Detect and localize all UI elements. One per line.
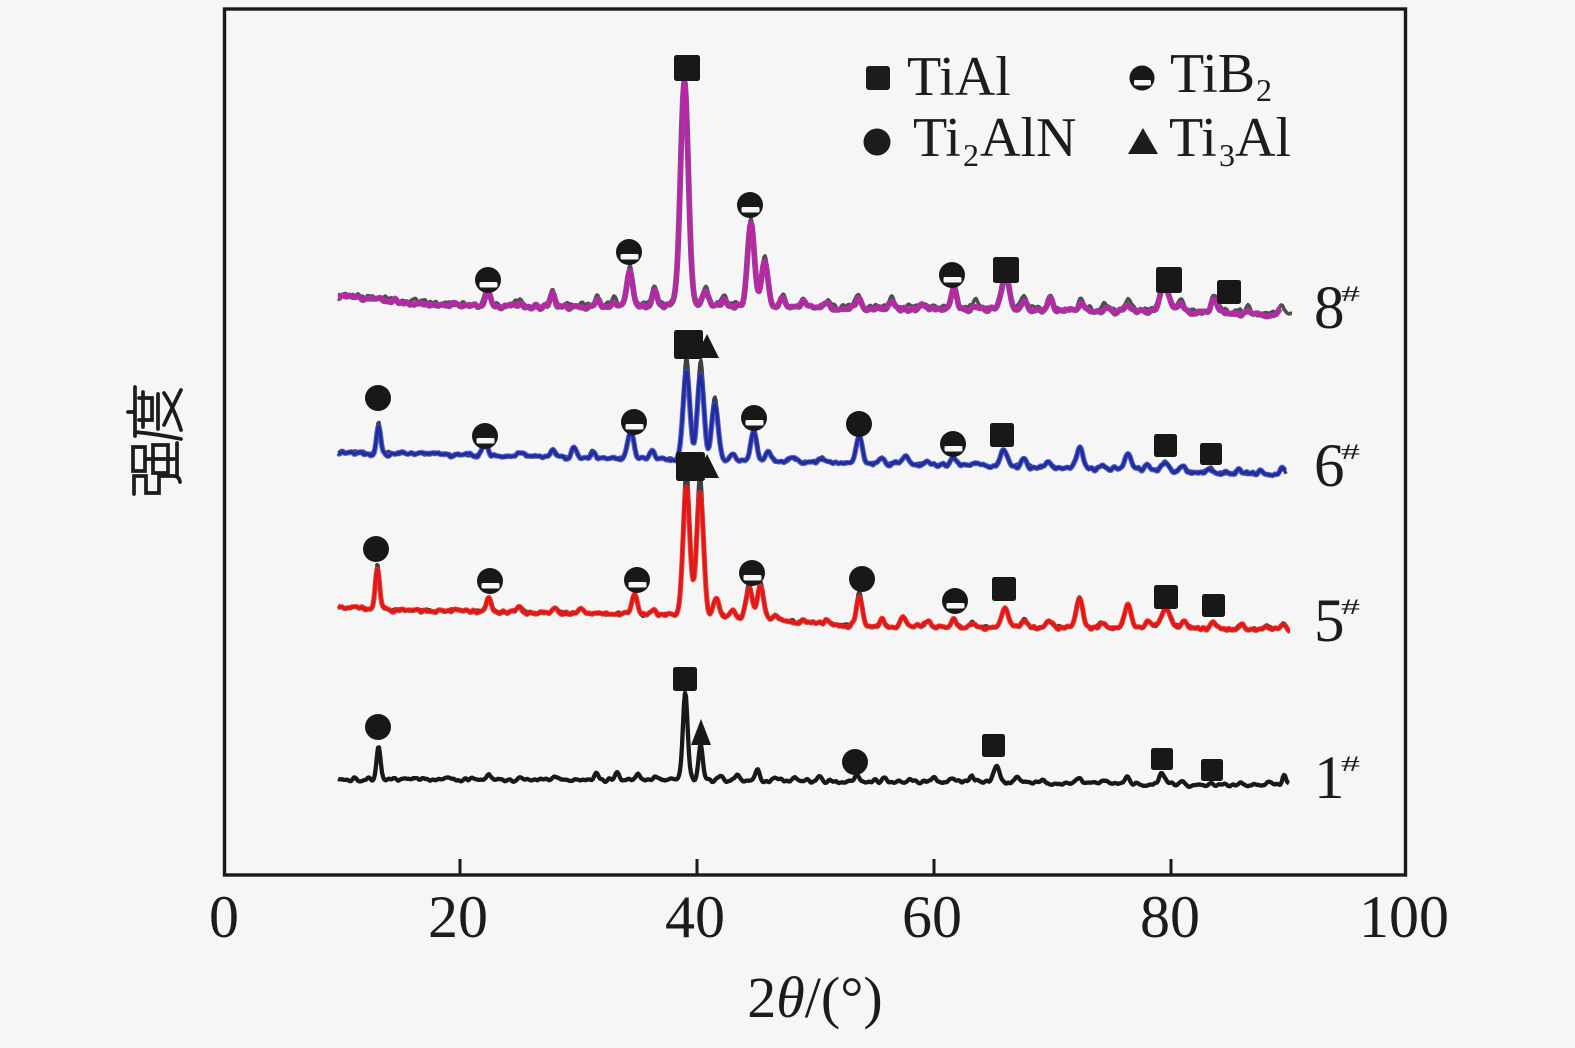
svg-text:20: 20 xyxy=(428,884,488,950)
svg-text:#: # xyxy=(1341,594,1360,619)
svg-text:40: 40 xyxy=(665,884,725,950)
svg-text:100: 100 xyxy=(1359,884,1449,950)
svg-text:3: 3 xyxy=(1219,137,1235,173)
svg-text:Ti: Ti xyxy=(913,107,961,169)
svg-text:8: 8 xyxy=(1314,275,1345,342)
svg-text:0: 0 xyxy=(209,884,239,950)
svg-text:2: 2 xyxy=(1256,72,1272,108)
svg-text:#: # xyxy=(1341,281,1360,306)
svg-text:AlN: AlN xyxy=(980,107,1076,169)
svg-text:2θ/(°): 2θ/(°) xyxy=(747,965,882,1030)
svg-text:#: # xyxy=(1341,439,1360,464)
svg-text:TiB: TiB xyxy=(1170,43,1255,105)
svg-text:60: 60 xyxy=(902,884,962,950)
svg-text:TiAl: TiAl xyxy=(907,46,1011,108)
svg-text:Al: Al xyxy=(1235,107,1291,169)
svg-text:5: 5 xyxy=(1314,588,1345,655)
svg-text:#: # xyxy=(1341,751,1360,776)
svg-text:Ti: Ti xyxy=(1169,107,1217,169)
svg-text:80: 80 xyxy=(1140,884,1200,950)
svg-text:6: 6 xyxy=(1314,433,1345,500)
svg-text:1: 1 xyxy=(1314,745,1345,812)
svg-text:2: 2 xyxy=(963,137,979,173)
